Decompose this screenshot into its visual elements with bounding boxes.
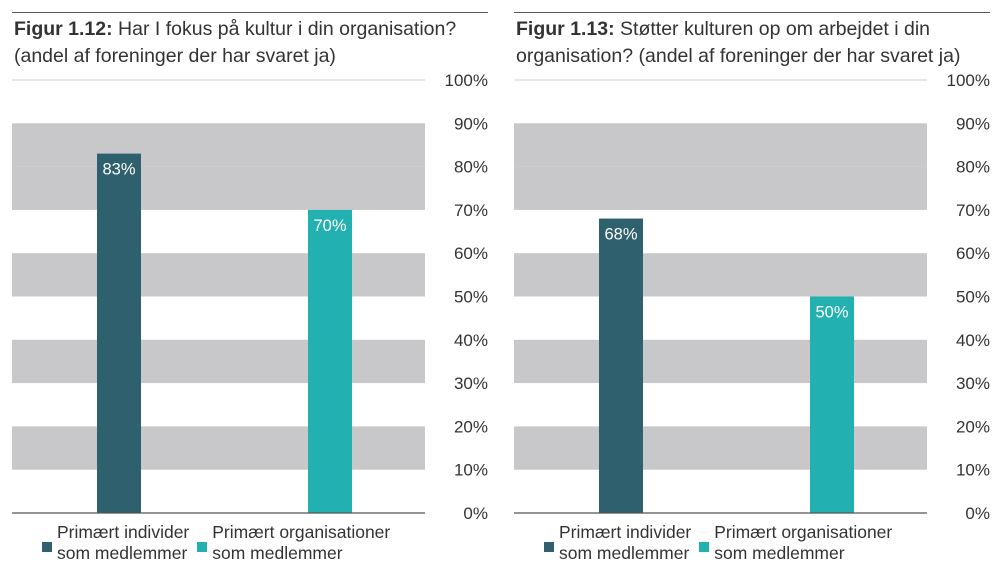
y-tick-label: 40% bbox=[956, 331, 990, 350]
grid-band bbox=[514, 253, 927, 297]
bar-chart: 83% 70% 0% 10% 20% 30% 40% 50% 60% 70% 80% 90% 100% bbox=[12, 71, 488, 523]
legend-swatch bbox=[42, 542, 52, 552]
y-tick-label: 80% bbox=[454, 158, 488, 177]
grid-band bbox=[514, 339, 927, 384]
figure-title: Figur 1.13: Støtter kulturen op om arbej… bbox=[516, 16, 986, 70]
figure-subtitle: (andel af foreninger der har svaret ja) bbox=[638, 45, 961, 67]
grid-band bbox=[12, 339, 425, 384]
legend-label: Primært individer som medlemmer bbox=[57, 522, 189, 564]
y-tick-label: 50% bbox=[454, 288, 488, 307]
legend-item-individer: Primært individer som medlemmer bbox=[544, 522, 691, 564]
grid-band bbox=[12, 123, 425, 167]
bar bbox=[308, 209, 352, 513]
legend-label: Primært individer som medlemmer bbox=[559, 522, 691, 564]
grid-band bbox=[514, 426, 927, 470]
data-label: 50% bbox=[815, 304, 848, 322]
legend-label: Primært organisationer som medlemmer bbox=[212, 522, 390, 564]
figure-label: Figur 1.13: bbox=[516, 18, 615, 40]
y-tick-label: 80% bbox=[956, 158, 990, 177]
legend-label-line2: som medlemmer bbox=[212, 543, 343, 563]
grid-band bbox=[514, 166, 927, 210]
bar bbox=[810, 296, 854, 513]
y-tick-label: 30% bbox=[454, 374, 488, 393]
title-rule bbox=[514, 12, 990, 13]
y-tick-label: 60% bbox=[454, 244, 488, 263]
figure-question: Støtter kulturen op om arbejdet i din or… bbox=[516, 18, 931, 67]
bar bbox=[97, 153, 141, 514]
figure-label: Figur 1.12: bbox=[14, 18, 113, 40]
y-tick-label: 40% bbox=[454, 331, 488, 350]
y-tick-label: 90% bbox=[956, 114, 990, 133]
legend-item-organisationer: Primært organisationer som medlemmer bbox=[197, 522, 390, 564]
chart-legend: Primært individer som medlemmer Primært … bbox=[544, 522, 892, 564]
y-tick-label: 0% bbox=[463, 504, 488, 523]
data-label: 68% bbox=[604, 226, 637, 244]
data-label: 70% bbox=[313, 217, 346, 235]
figure-panel-1: Figur 1.12: Har I fokus på kultur i din … bbox=[12, 0, 492, 576]
grid-band bbox=[12, 166, 425, 210]
data-label: 83% bbox=[102, 161, 135, 179]
title-rule bbox=[12, 12, 488, 13]
legend-swatch bbox=[197, 542, 208, 552]
legend-label: Primært organisationer som medlemmer bbox=[714, 522, 892, 564]
bar bbox=[599, 218, 643, 513]
figure-question: Har I fokus på kultur i din organisation… bbox=[118, 18, 457, 40]
y-tick-label: 10% bbox=[956, 461, 990, 480]
y-tick-label: 60% bbox=[956, 244, 990, 263]
figure-title: Figur 1.12: Har I fokus på kultur i din … bbox=[14, 16, 484, 70]
y-tick-label: 70% bbox=[454, 201, 488, 220]
y-tick-label: 20% bbox=[454, 417, 488, 436]
legend-item-individer: Primært individer som medlemmer bbox=[42, 522, 189, 564]
figure-subtitle: (andel af foreninger der har svaret ja) bbox=[14, 45, 336, 67]
y-tick-label: 90% bbox=[454, 114, 488, 133]
y-tick-label: 10% bbox=[454, 461, 488, 480]
legend-item-organisationer: Primært organisationer som medlemmer bbox=[699, 522, 892, 564]
figure-panel-2: Figur 1.13: Støtter kulturen op om arbej… bbox=[514, 0, 994, 576]
legend-label-line2: som medlemmer bbox=[57, 543, 188, 563]
y-tick-label: 0% bbox=[965, 504, 990, 523]
legend-label-line1: Primært organisationer bbox=[212, 522, 391, 542]
y-tick-label: 100% bbox=[947, 71, 990, 90]
y-tick-label: 20% bbox=[956, 417, 990, 436]
legend-label-line2: som medlemmer bbox=[559, 543, 690, 563]
y-tick-label: 100% bbox=[445, 71, 488, 90]
legend-swatch bbox=[699, 542, 710, 552]
legend-label-line2: som medlemmer bbox=[714, 543, 845, 563]
y-tick-label: 70% bbox=[956, 201, 990, 220]
grid-band bbox=[514, 123, 927, 167]
legend-swatch bbox=[544, 542, 554, 552]
chart-legend: Primært individer som medlemmer Primært … bbox=[42, 522, 390, 564]
legend-label-line1: Primært individer bbox=[559, 522, 692, 542]
legend-label-line1: Primært individer bbox=[57, 522, 190, 542]
y-tick-label: 30% bbox=[956, 374, 990, 393]
y-tick-label: 50% bbox=[956, 288, 990, 307]
grid-band bbox=[12, 426, 425, 470]
legend-label-line1: Primært organisationer bbox=[714, 522, 893, 542]
bar-chart: 68% 50% 0% 10% 20% 30% 40% 50% 60% 70% 80% 90% 100% bbox=[514, 71, 990, 523]
grid-band bbox=[12, 253, 425, 297]
